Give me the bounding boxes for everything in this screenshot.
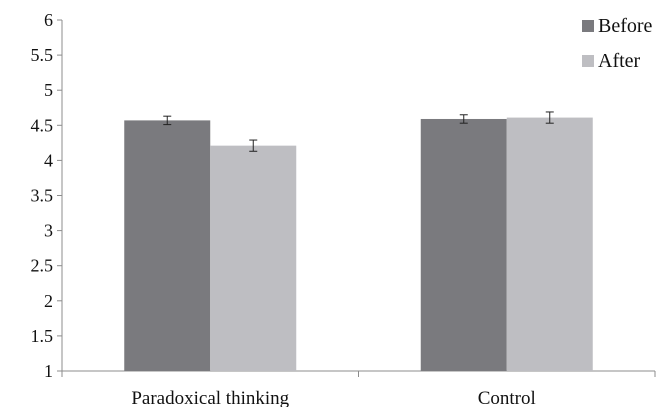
y-tick-label: 4.5 [31,115,54,135]
bars [124,111,593,372]
x-axis: Paradoxical thinking Control [61,370,656,407]
y-tick-label: 1.5 [31,326,54,346]
legend: Before After [582,15,653,72]
y-tick-label: 5.5 [31,45,54,65]
y-tick-label: 6 [44,10,53,30]
y-tick-label: 5 [44,80,53,100]
y-tick-label: 2.5 [31,256,54,276]
bar-after [506,117,593,371]
bar-before [124,120,211,371]
y-axis: 1 1.5 2 2.5 3 3.5 4 4.5 5 5.5 6 [31,10,63,381]
bar-after [210,145,297,371]
y-tick-label: 3 [44,221,53,241]
y-tick-label: 1 [44,361,53,381]
x-category-label: Control [478,388,536,407]
legend-label-after: After [598,50,641,72]
y-tick-label: 3.5 [31,186,54,206]
legend-swatch-after [582,55,594,67]
legend-label-before: Before [598,15,653,37]
y-tick-label: 2 [44,291,53,311]
y-tick-label: 4 [44,150,53,170]
bar-before [420,118,507,372]
x-category-label: Paradoxical thinking [131,388,289,407]
legend-swatch-before [582,20,594,32]
